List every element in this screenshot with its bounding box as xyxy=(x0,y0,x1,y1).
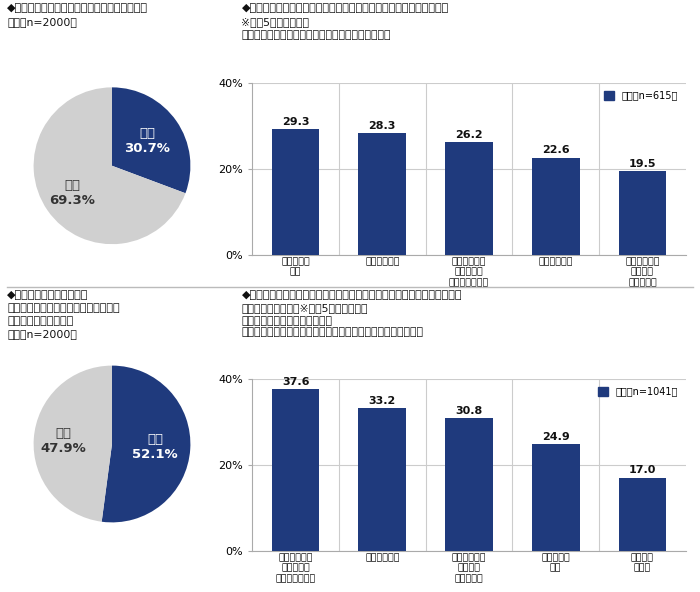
Text: 29.3: 29.3 xyxy=(282,117,309,127)
Bar xyxy=(272,129,319,255)
Text: ◆親からの相続の際に、苦労した経験があるか: ◆親からの相続の際に、苦労した経験があるか xyxy=(7,3,148,13)
Text: 30.8: 30.8 xyxy=(456,406,482,416)
Bar xyxy=(358,408,406,551)
Text: 28.3: 28.3 xyxy=(369,121,396,131)
Text: 37.6: 37.6 xyxy=(282,377,309,387)
Text: ない
69.3%: ない 69.3% xyxy=(49,179,95,207)
Text: 全体［n=2000］: 全体［n=2000］ xyxy=(7,329,77,339)
Text: ある
52.1%: ある 52.1% xyxy=(132,433,178,461)
Text: 心配なことがあるか: 心配なことがあるか xyxy=(7,316,74,326)
Bar xyxy=(358,133,406,255)
Text: ◆自身が亡くなった際に、: ◆自身が亡くなった際に、 xyxy=(7,290,88,300)
Wedge shape xyxy=(112,88,190,193)
Text: 遙された家族や親族が苦労しないか心配なことがある人: 遙された家族や親族が苦労しないか心配なことがある人 xyxy=(241,327,424,337)
Bar xyxy=(445,419,493,551)
Text: 24.9: 24.9 xyxy=(542,432,570,442)
Wedge shape xyxy=(34,88,186,244)
Bar xyxy=(619,171,666,255)
Text: ある
30.7%: ある 30.7% xyxy=(125,127,170,155)
Text: 22.6: 22.6 xyxy=(542,146,570,156)
Bar xyxy=(532,157,580,255)
Text: ◆自身が亡くなった際に、遙された家族や親族が苦労しないか心配なこと: ◆自身が亡くなった際に、遙された家族や親族が苦労しないか心配なこと xyxy=(241,290,462,300)
Legend: 全体［n=615］: 全体［n=615］ xyxy=(601,88,681,104)
Text: 33.2: 33.2 xyxy=(369,396,396,406)
Text: 26.2: 26.2 xyxy=(455,130,483,140)
Bar xyxy=(445,142,493,255)
Bar xyxy=(619,478,666,551)
Text: 19.5: 19.5 xyxy=(629,159,656,169)
Text: 17.0: 17.0 xyxy=(629,465,656,475)
Wedge shape xyxy=(102,366,190,522)
Text: （複数回答形式）　※上余5位までを表示: （複数回答形式） ※上余5位までを表示 xyxy=(241,303,368,313)
Wedge shape xyxy=(34,366,112,522)
Text: ない
47.9%: ない 47.9% xyxy=(41,427,86,455)
Bar xyxy=(272,389,319,551)
Bar xyxy=(532,443,580,551)
Legend: 全体［n=1041］: 全体［n=1041］ xyxy=(596,384,681,400)
Text: 対象：自身が亡くなった際に、: 対象：自身が亡くなった際に、 xyxy=(241,316,332,326)
Text: 全体［n=2000］: 全体［n=2000］ xyxy=(7,17,77,27)
Text: ◆親からの相続の際に、苦労した経験があること　（複数回答形式）: ◆親からの相続の際に、苦労した経験があること （複数回答形式） xyxy=(241,3,449,13)
Text: 対象：親からの相続の際に、苦労した経験がある人: 対象：親からの相続の際に、苦労した経験がある人 xyxy=(241,30,391,40)
Text: 遙された家族や親族が苦労しないか: 遙された家族や親族が苦労しないか xyxy=(7,303,120,313)
Text: ※上余5位までを表示: ※上余5位までを表示 xyxy=(241,17,309,27)
